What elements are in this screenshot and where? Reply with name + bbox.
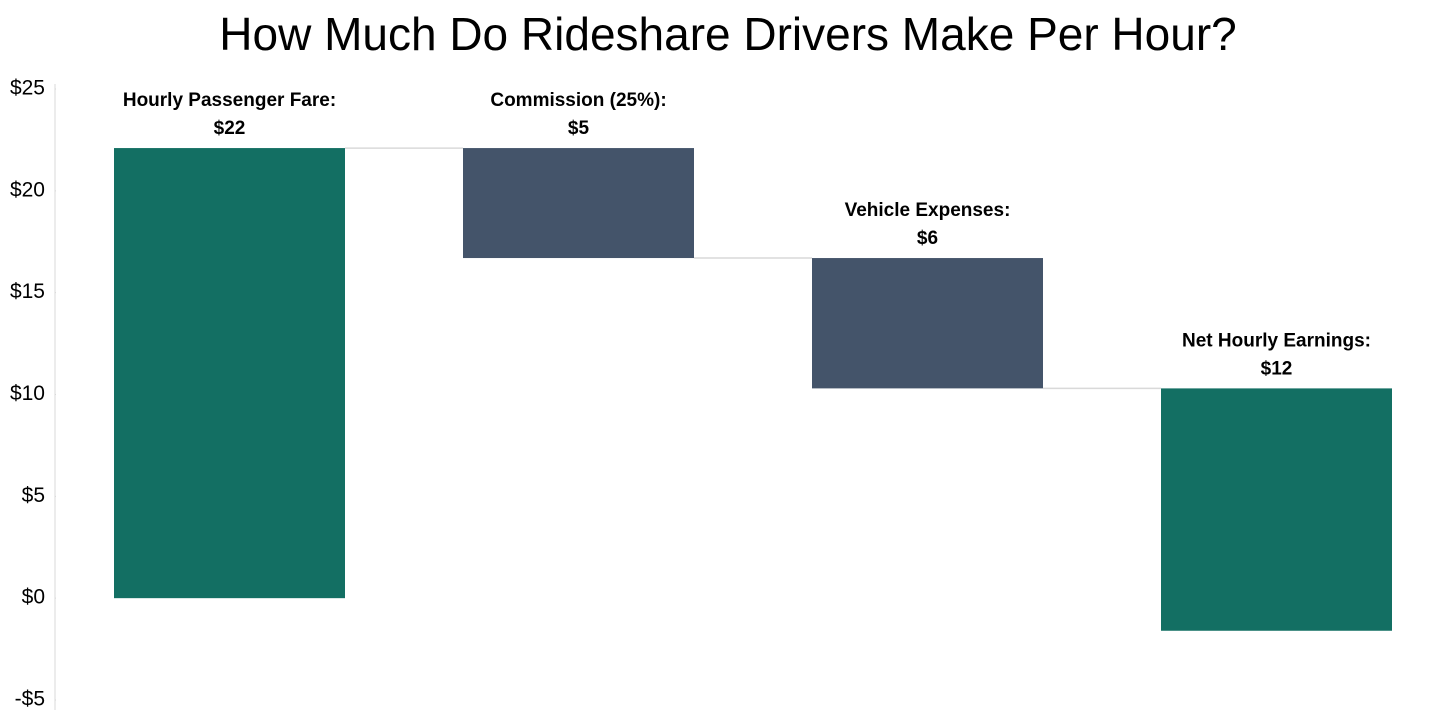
y-tick-label: $25 (10, 77, 45, 100)
y-tick-label: -$5 (15, 688, 45, 711)
data-label: $6 (917, 228, 938, 249)
y-tick-label: $0 (22, 586, 45, 609)
bar (114, 148, 345, 599)
data-label: $22 (214, 118, 246, 139)
category-label: Vehicle Expenses: (845, 200, 1011, 221)
data-label: $5 (568, 118, 590, 139)
bar (463, 148, 694, 259)
data-label: $12 (1261, 358, 1293, 379)
category-label: Hourly Passenger Fare: (123, 90, 336, 111)
category-label: Commission (25%): (490, 90, 666, 111)
bar (812, 258, 1043, 389)
y-tick-label: $15 (10, 280, 45, 303)
bar (1161, 388, 1392, 631)
y-tick-label: $5 (22, 484, 45, 507)
y-tick-label: $10 (10, 382, 45, 405)
chart-title: How Much Do Rideshare Drivers Make Per H… (219, 8, 1236, 60)
y-tick-label: $20 (10, 178, 45, 201)
category-label: Net Hourly Earnings: (1182, 330, 1371, 351)
